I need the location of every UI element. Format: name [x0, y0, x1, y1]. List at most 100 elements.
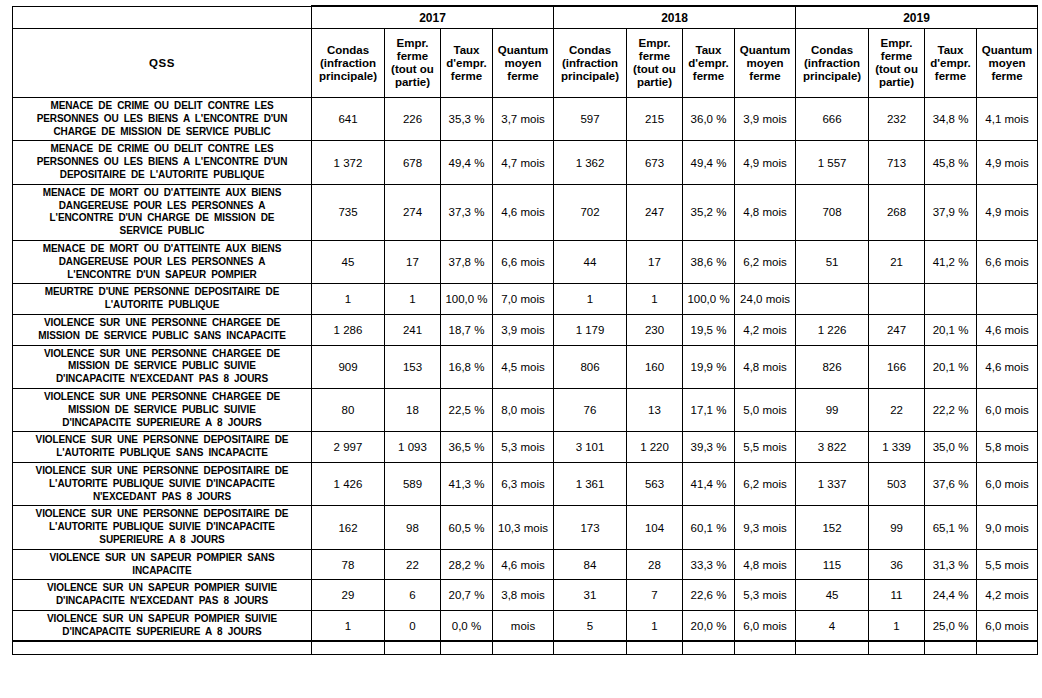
value-cell: 1 557 [796, 141, 869, 184]
qss-row-label: VIOLENCE SUR UN SAPEUR POMPIER SUIVIE D'… [13, 580, 312, 611]
value-cell: 65,1 % [925, 506, 977, 549]
col-header-empr-ferme-2017: Empr. ferme (tout ou partie) [385, 29, 441, 98]
qss-row-label: MENACE DE CRIME OU DELIT CONTRE LES PERS… [13, 141, 312, 184]
value-cell: 100,0 % [441, 284, 493, 315]
value-cell: 152 [796, 506, 869, 549]
value-cell: 909 [312, 345, 385, 388]
qss-column-header: QSS [13, 29, 312, 98]
value-cell: 4,1 mois [977, 98, 1038, 141]
table-row: VIOLENCE SUR UNE PERSONNE DEPOSITAIRE DE… [13, 432, 1038, 463]
qss-row-label: VIOLENCE SUR UN SAPEUR POMPIER SUIVIE D'… [13, 610, 312, 641]
value-cell: 826 [796, 345, 869, 388]
table-row: MENACE DE MORT OU D'ATTEINTE AUX BIENS D… [13, 240, 1038, 283]
value-cell: 20,1 % [925, 314, 977, 345]
value-cell: 268 [869, 184, 925, 240]
value-cell: 274 [385, 184, 441, 240]
qss-row-label: VIOLENCE SUR UNE PERSONNE CHARGEE DE MIS… [13, 388, 312, 431]
year-header-2019: 2019 [796, 6, 1038, 29]
value-cell: 4,6 mois [977, 314, 1038, 345]
value-cell: 3,9 mois [735, 98, 796, 141]
value-cell: 247 [869, 314, 925, 345]
value-cell: 3,9 mois [493, 314, 554, 345]
col-header-quantum-2019: Quantum moyen ferme [977, 29, 1038, 98]
year-header-row: 2017 2018 2019 [13, 6, 1038, 29]
value-cell: 35,2 % [683, 184, 735, 240]
empty-cell [13, 641, 312, 655]
value-cell: 41,4 % [683, 462, 735, 505]
empty-cell [977, 641, 1038, 655]
value-cell: 22,2 % [925, 388, 977, 431]
value-cell: 735 [312, 184, 385, 240]
statistics-table-page: 2017 2018 2019 QSS Condas (infraction pr… [0, 0, 1042, 698]
qss-convictions-table: 2017 2018 2019 QSS Condas (infraction pr… [12, 5, 1038, 655]
column-header-row: QSS Condas (infraction principale) Empr.… [13, 29, 1038, 98]
value-cell: 20,0 % [683, 610, 735, 641]
value-cell: 20,1 % [925, 345, 977, 388]
empty-cell [925, 641, 977, 655]
value-cell: 49,4 % [683, 141, 735, 184]
value-cell: 1 220 [627, 432, 683, 463]
value-cell: 5 [554, 610, 627, 641]
value-cell: 13 [627, 388, 683, 431]
table-row: MENACE DE CRIME OU DELIT CONTRE LES PERS… [13, 98, 1038, 141]
value-cell: 597 [554, 98, 627, 141]
value-cell: 666 [796, 98, 869, 141]
value-cell: 25,0 % [925, 610, 977, 641]
value-cell: 41,2 % [925, 240, 977, 283]
table-row: VIOLENCE SUR UNE PERSONNE DEPOSITAIRE DE… [13, 506, 1038, 549]
col-header-taux-2017: Taux d'empr. ferme [441, 29, 493, 98]
value-cell: 4 [796, 610, 869, 641]
value-cell: 60,5 % [441, 506, 493, 549]
table-row: VIOLENCE SUR UNE PERSONNE CHARGEE DE MIS… [13, 388, 1038, 431]
partial-clipped-row [13, 641, 1038, 655]
value-cell: 19,9 % [683, 345, 735, 388]
value-cell: 22,5 % [441, 388, 493, 431]
value-cell: 11 [869, 580, 925, 611]
value-cell: 1 [627, 284, 683, 315]
table-row: VIOLENCE SUR UNE PERSONNE DEPOSITAIRE DE… [13, 462, 1038, 505]
value-cell: 78 [312, 549, 385, 580]
qss-row-label: MEURTRE D'UNE PERSONNE DEPOSITAIRE DE L'… [13, 284, 312, 315]
value-cell [977, 284, 1038, 315]
value-cell: 20,7 % [441, 580, 493, 611]
value-cell: 5,3 mois [735, 580, 796, 611]
value-cell: 6,0 mois [977, 462, 1038, 505]
value-cell: 6,6 mois [493, 240, 554, 283]
value-cell: 1 226 [796, 314, 869, 345]
value-cell: mois [493, 610, 554, 641]
value-cell: 1 [385, 284, 441, 315]
value-cell: 45 [312, 240, 385, 283]
value-cell [796, 284, 869, 315]
qss-row-label: VIOLENCE SUR UN SAPEUR POMPIER SANS INCA… [13, 549, 312, 580]
value-cell: 673 [627, 141, 683, 184]
empty-cell [627, 641, 683, 655]
value-cell: 99 [796, 388, 869, 431]
value-cell: 10,3 mois [493, 506, 554, 549]
value-cell: 31,3 % [925, 549, 977, 580]
value-cell: 4,7 mois [493, 141, 554, 184]
empty-cell [735, 641, 796, 655]
table-header: 2017 2018 2019 QSS Condas (infraction pr… [13, 6, 1038, 98]
value-cell: 5,5 mois [977, 549, 1038, 580]
value-cell: 5,0 mois [735, 388, 796, 431]
table-row: VIOLENCE SUR UNE PERSONNE CHARGEE DE MIS… [13, 314, 1038, 345]
value-cell: 99 [869, 506, 925, 549]
value-cell: 24,4 % [925, 580, 977, 611]
value-cell: 6,2 mois [735, 240, 796, 283]
table-row: VIOLENCE SUR UN SAPEUR POMPIER SUIVIE D'… [13, 580, 1038, 611]
value-cell: 166 [869, 345, 925, 388]
value-cell: 6,3 mois [493, 462, 554, 505]
value-cell: 1 [312, 284, 385, 315]
col-header-quantum-2017: Quantum moyen ferme [493, 29, 554, 98]
year-header-2018: 2018 [554, 6, 796, 29]
value-cell: 3 101 [554, 432, 627, 463]
value-cell: 6,0 mois [977, 610, 1038, 641]
value-cell: 8,0 mois [493, 388, 554, 431]
value-cell: 41,3 % [441, 462, 493, 505]
value-cell: 35,0 % [925, 432, 977, 463]
value-cell: 4,2 mois [735, 314, 796, 345]
table-row: MEURTRE D'UNE PERSONNE DEPOSITAIRE DE L'… [13, 284, 1038, 315]
empty-cell [796, 641, 869, 655]
value-cell: 232 [869, 98, 925, 141]
value-cell: 45 [796, 580, 869, 611]
